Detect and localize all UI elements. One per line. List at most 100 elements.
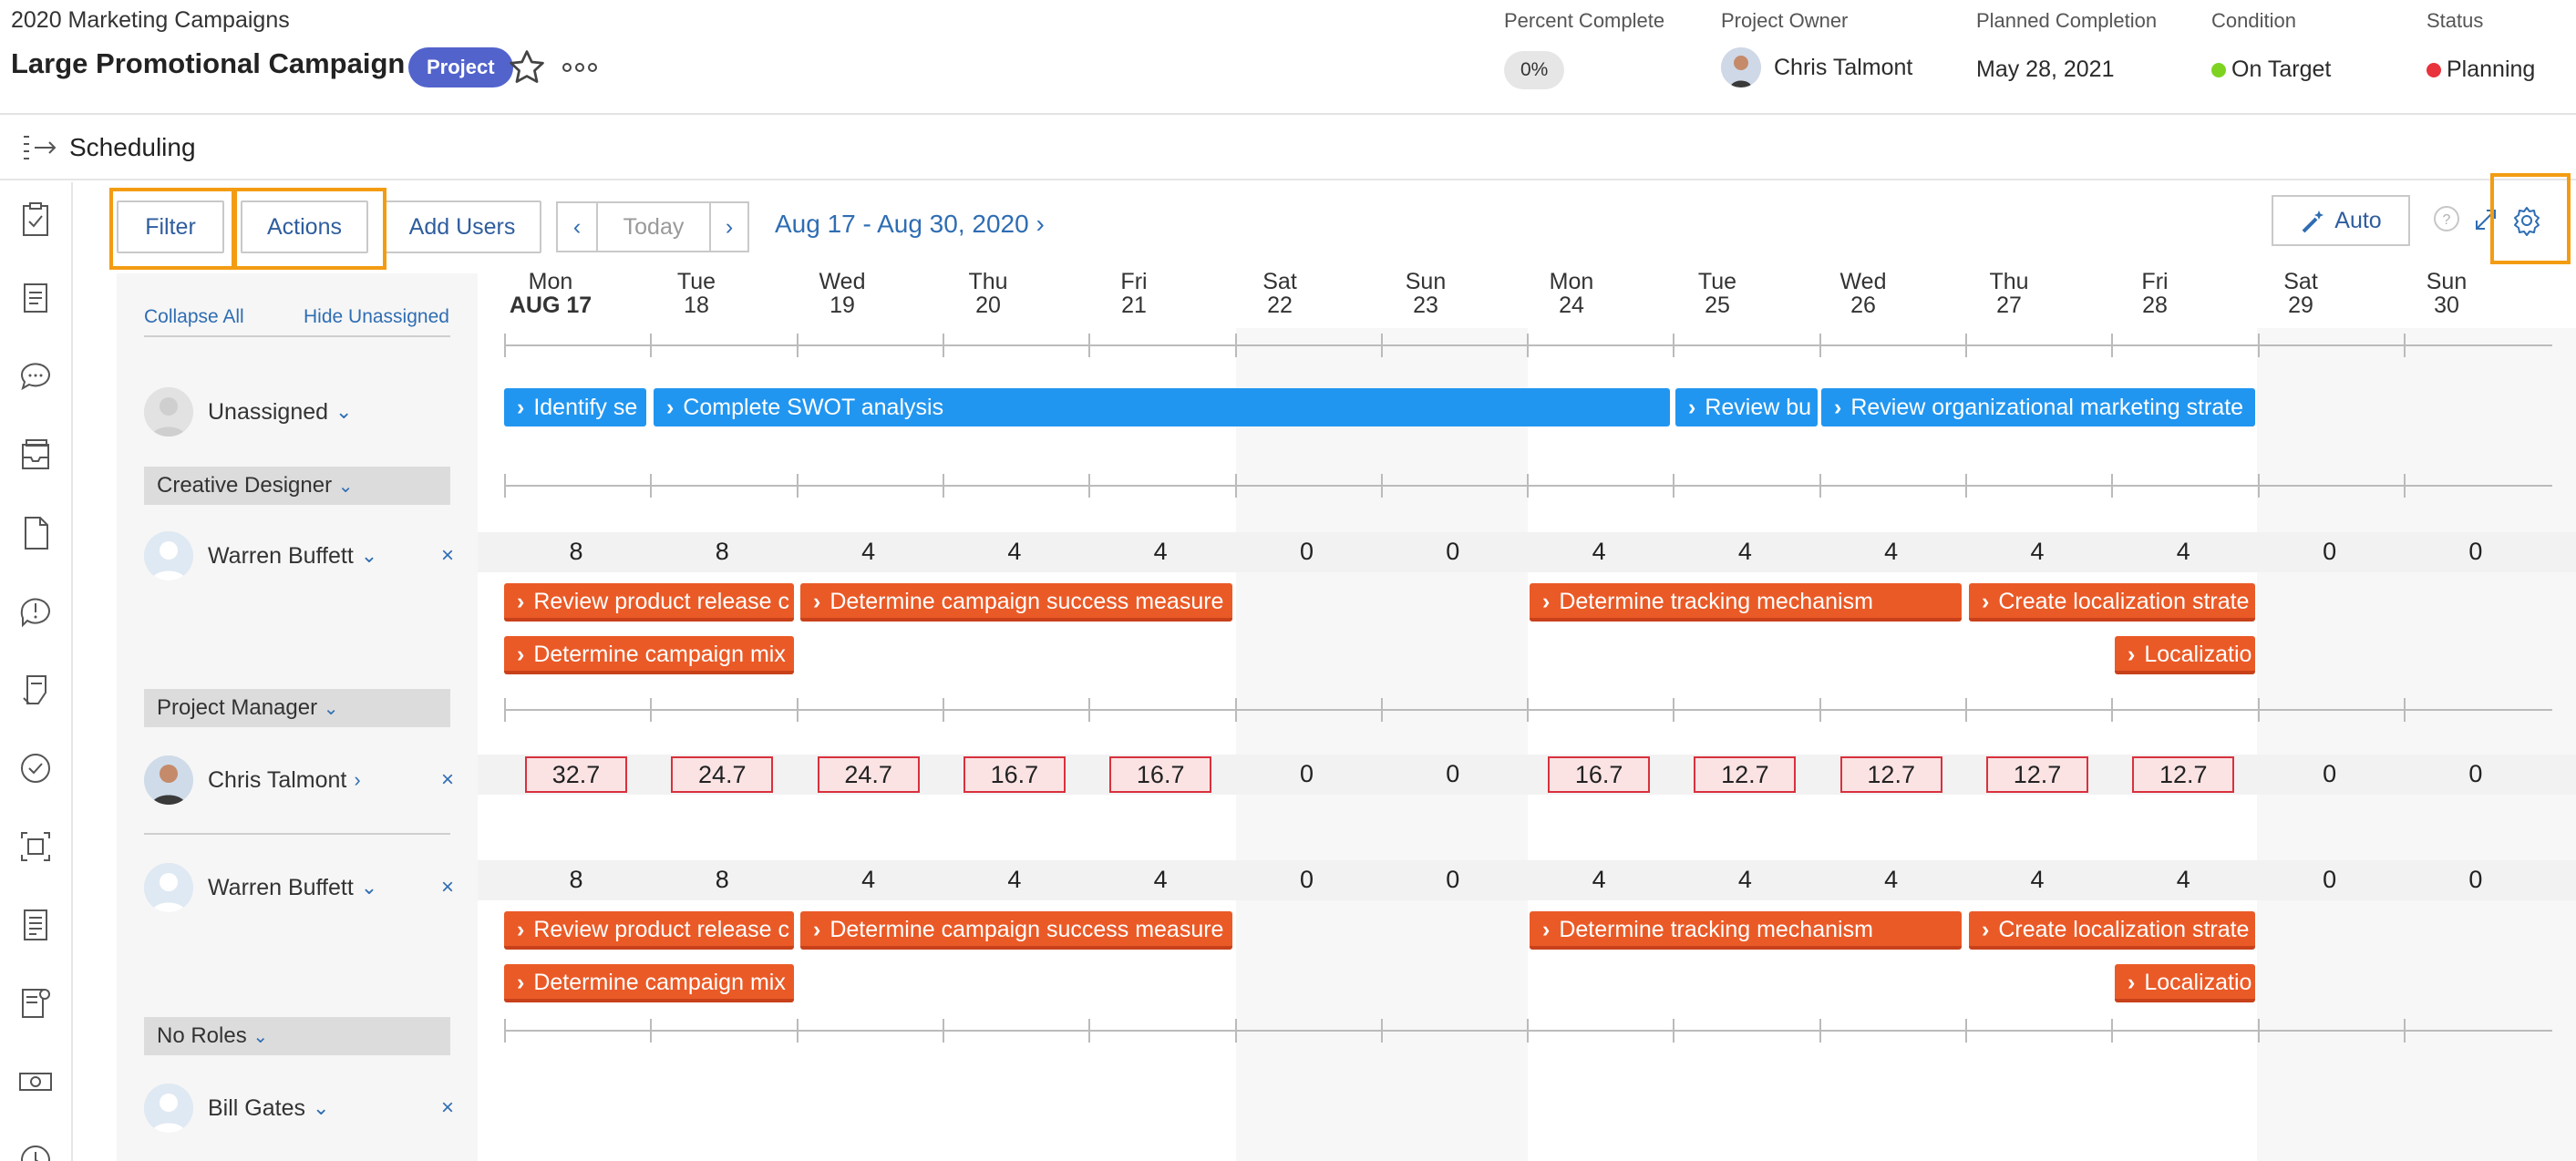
remove-user-icon[interactable]: × (440, 875, 454, 899)
help-icon[interactable]: ? (2432, 204, 2461, 233)
task-bar[interactable]: › Review organizational marketing strate (1821, 388, 2255, 426)
task-bar[interactable]: › Determine campaign success measure (800, 911, 1232, 950)
auto-assign-button[interactable]: Auto (2272, 195, 2410, 246)
breadcrumb[interactable]: 2020 Marketing Campaigns (11, 7, 290, 33)
user-row-warren-buffett[interactable]: Warren Buffett ⌄ × (144, 863, 454, 912)
timeline-tick (2403, 1019, 2406, 1043)
task-bar[interactable]: › Create localization strate (1969, 583, 2255, 622)
approvals-icon[interactable] (16, 671, 55, 709)
today-button[interactable]: Today (596, 201, 711, 252)
chat-icon[interactable] (16, 357, 55, 396)
checkmark-circle-icon[interactable] (16, 749, 55, 787)
chevron-down-icon[interactable]: ⌄ (360, 876, 378, 899)
user-row-chris-talmont[interactable]: Chris Talmont › × (144, 755, 454, 805)
tasks-icon[interactable] (16, 200, 55, 239)
hide-unassigned-link[interactable]: Hide Unassigned (304, 306, 449, 327)
project-owner-name[interactable]: Chris Talmont (1774, 54, 1913, 80)
clock-icon[interactable] (16, 1141, 55, 1161)
task-bar[interactable]: › Identify se (504, 388, 646, 426)
chevron-right-icon[interactable]: › (354, 768, 361, 791)
report-icon[interactable] (16, 906, 55, 944)
role-header-creative-designer[interactable]: Creative Designer ⌄ (144, 467, 450, 505)
task-bar[interactable]: › Review product release c (504, 911, 794, 950)
role-header-project-manager[interactable]: Project Manager ⌄ (144, 689, 450, 727)
remove-user-icon[interactable]: × (440, 1095, 454, 1120)
task-bar[interactable]: › Determine tracking mechanism (1530, 583, 1962, 622)
role-header-no-roles[interactable]: No Roles ⌄ (144, 1017, 450, 1055)
allocated-hours: 0 (2323, 760, 2337, 787)
proofing-icon[interactable] (16, 827, 55, 866)
day-of-week: Mon (528, 269, 573, 294)
task-bar[interactable]: › Create localization strate (1969, 911, 2255, 950)
allocated-hours: 4 (1153, 866, 1168, 893)
day-header: Fri 28 (2082, 270, 2228, 317)
date-range-selector[interactable]: Aug 17 - Aug 30, 2020 › (775, 210, 1045, 238)
collapse-panel-icon[interactable] (22, 133, 60, 164)
form-settings-icon[interactable] (16, 984, 55, 1022)
gear-icon[interactable] (2510, 204, 2543, 237)
actions-button[interactable]: Actions (241, 200, 368, 253)
percent-complete-value[interactable]: 0% (1504, 51, 1565, 89)
status-value-row[interactable]: Planning (2427, 57, 2535, 83)
role-label: No Roles (157, 1023, 247, 1048)
over-allocated-hours: 12.7 (1694, 756, 1797, 793)
task-bar[interactable]: › Review product release c (504, 583, 794, 622)
timeline-tick (650, 698, 653, 722)
allocated-hours: 0 (2323, 538, 2337, 565)
over-allocated-hours: 16.7 (1548, 756, 1651, 793)
day-of-week: Thu (1989, 269, 2029, 294)
chevron-down-icon[interactable]: ⌄ (337, 477, 354, 497)
over-allocated-hours: 12.7 (2132, 756, 2235, 793)
task-bar[interactable]: › Localizatio (2115, 964, 2255, 1002)
day-header: Wed 19 (769, 270, 915, 317)
task-bar[interactable]: › Review bu (1675, 388, 1818, 426)
chevron-down-icon[interactable]: ⌄ (335, 400, 353, 423)
task-bar[interactable]: › Localizatio (2115, 636, 2255, 674)
task-bar[interactable]: › Determine campaign success measure (800, 583, 1232, 622)
day-header: Mon AUG 17 (478, 270, 623, 317)
task-bar[interactable]: › Determine campaign mix (504, 636, 794, 674)
unassigned-row[interactable]: Unassigned ⌄ (144, 387, 454, 437)
day-of-week: Sun (2426, 269, 2468, 294)
chevron-down-icon[interactable]: ⌄ (312, 1096, 330, 1119)
day-header: Wed 26 (1790, 270, 1936, 317)
collapse-all-link[interactable]: Collapse All (144, 306, 244, 327)
allocated-hours: 4 (2030, 538, 2045, 565)
add-users-button[interactable]: Add Users (383, 200, 541, 253)
over-allocated-hours: 12.7 (1839, 756, 1942, 793)
timeline-tick (1234, 334, 1237, 357)
magic-wand-icon (2302, 211, 2324, 233)
condition-value-row[interactable]: On Target (2211, 57, 2331, 83)
previous-period-button[interactable]: ‹ (556, 201, 598, 252)
hours-strip (478, 532, 2576, 572)
task-bar[interactable]: › Determine campaign mix (504, 964, 794, 1002)
next-period-button[interactable]: › (709, 201, 749, 252)
remove-user-icon[interactable]: × (440, 543, 454, 568)
timeline-tick (1527, 698, 1530, 722)
file-icon[interactable] (16, 514, 55, 552)
money-icon[interactable] (16, 1063, 55, 1101)
more-options-icon[interactable] (560, 51, 600, 84)
task-bar[interactable]: › Determine tracking mechanism (1530, 911, 1962, 950)
user-row-warren-buffett[interactable]: Warren Buffett ⌄ × (144, 531, 454, 580)
inbox-icon[interactable] (16, 436, 55, 474)
star-icon[interactable] (507, 47, 547, 87)
remove-user-icon[interactable]: × (440, 767, 454, 792)
status-field: Status Planning (2427, 9, 2535, 83)
avatar (144, 863, 193, 912)
chevron-down-icon[interactable]: ⌄ (323, 699, 339, 719)
issues-icon[interactable] (16, 592, 55, 631)
allocated-hours: 4 (1007, 866, 1022, 893)
document-list-icon[interactable] (16, 279, 55, 317)
user-row-bill-gates[interactable]: Bill Gates ⌄ × (144, 1084, 454, 1133)
row-divider (144, 833, 450, 835)
over-allocated-hours: 12.7 (1986, 756, 2088, 793)
allocated-hours: 0 (1299, 760, 1314, 787)
planned-completion-value[interactable]: May 28, 2021 (1976, 57, 2115, 82)
chevron-down-icon[interactable]: ⌄ (360, 544, 378, 567)
timeline-tick (1965, 334, 1967, 357)
task-bar[interactable]: › Complete SWOT analysis (654, 388, 1670, 426)
task-label: Determine campaign success measure (829, 589, 1224, 614)
filter-button[interactable]: Filter (117, 200, 224, 253)
chevron-down-icon[interactable]: ⌄ (252, 1027, 269, 1047)
